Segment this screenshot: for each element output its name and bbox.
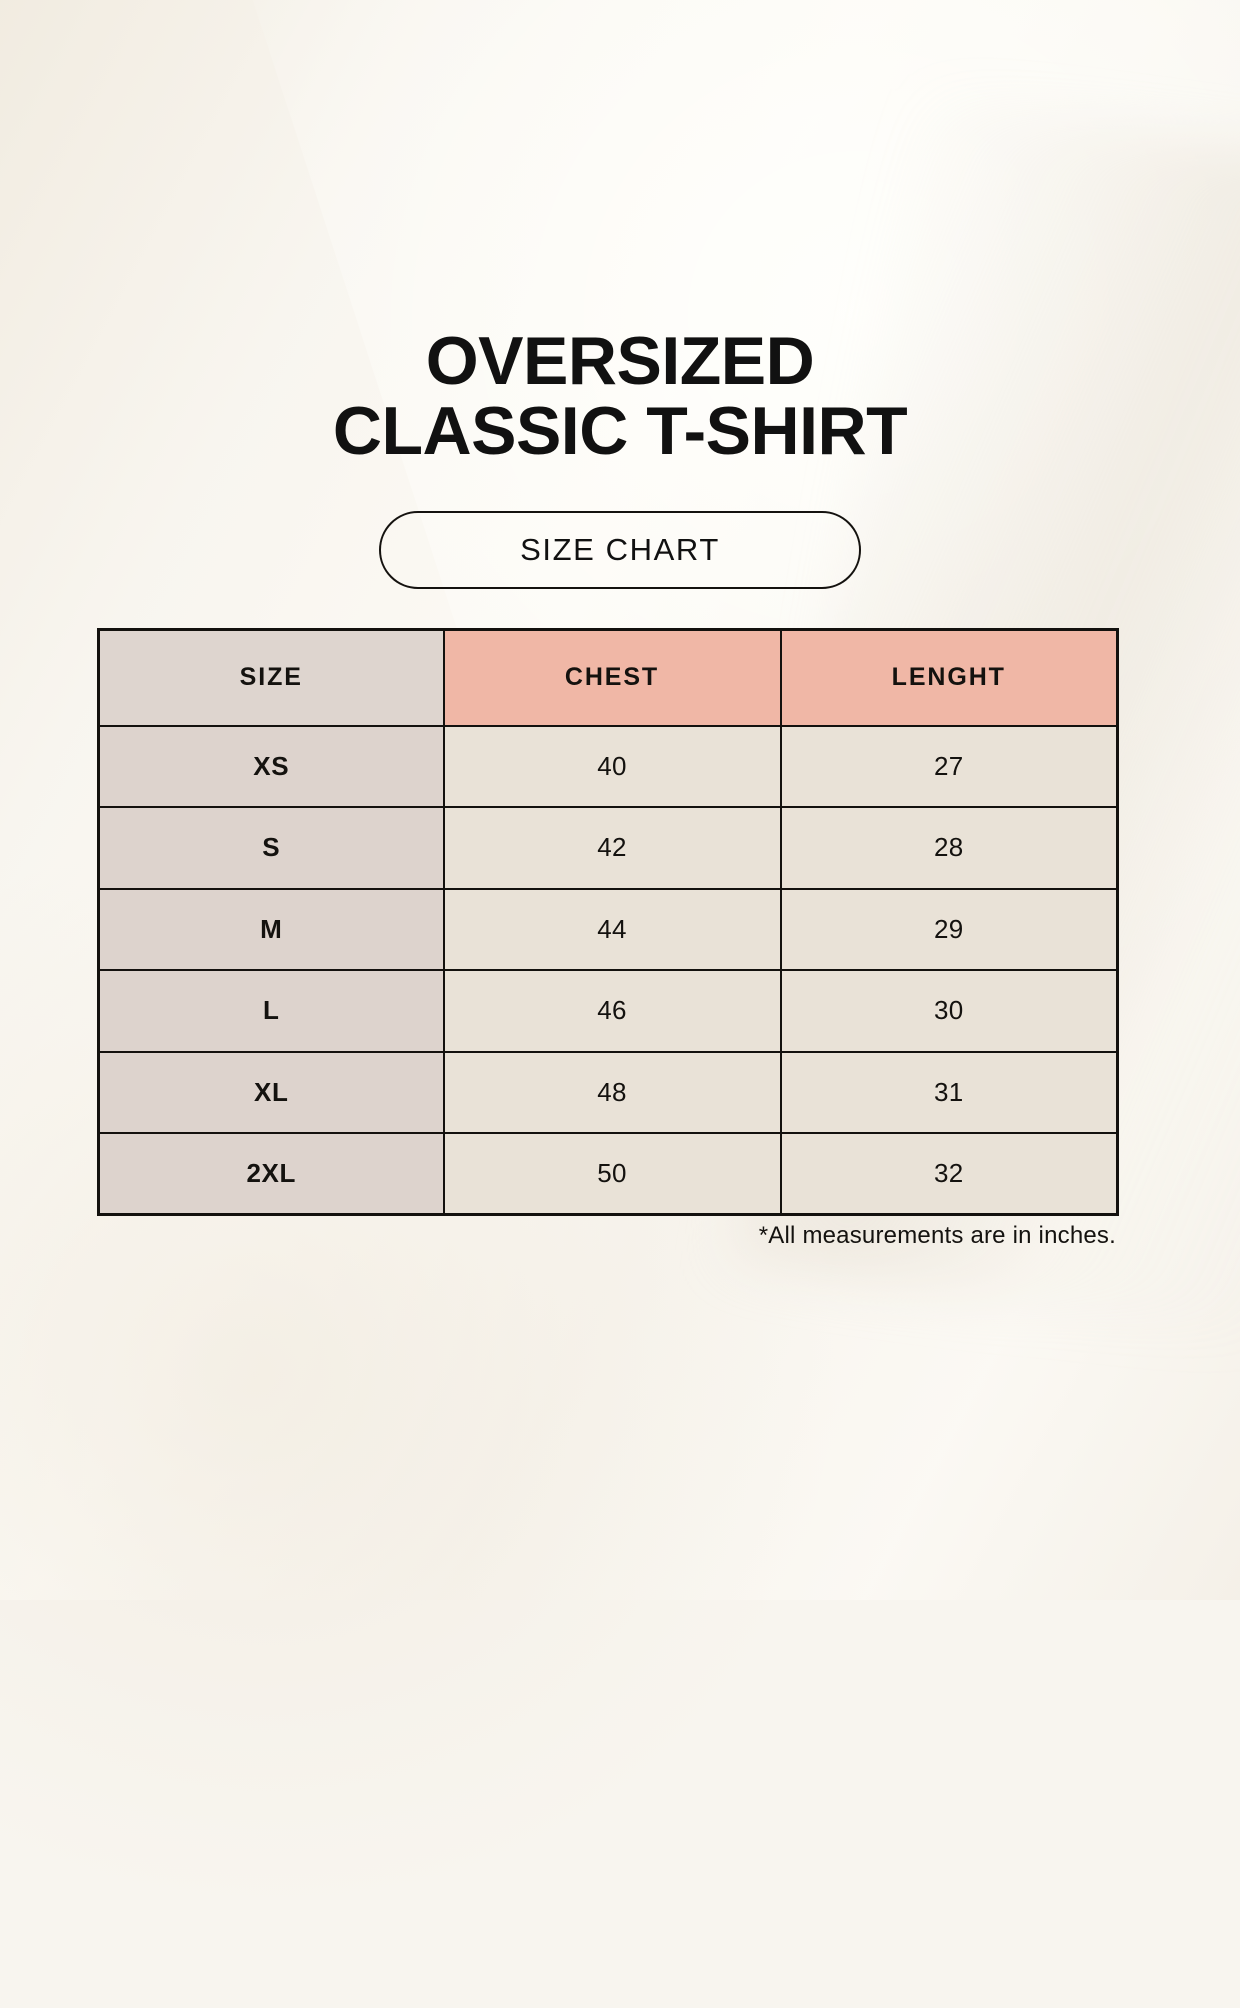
cell-chest: 44	[442, 887, 782, 971]
cell-size: XS	[97, 724, 445, 808]
table-row: 2XL 50 32	[97, 1132, 1119, 1216]
cell-length: 31	[779, 1050, 1119, 1134]
cell-length: 29	[779, 887, 1119, 971]
column-header-length: LENGHT	[779, 628, 1119, 727]
table-header-row: SIZE CHEST LENGHT	[97, 628, 1119, 727]
measurements-footnote: *All measurements are in inches.	[758, 1222, 1116, 1249]
column-header-size: SIZE	[97, 628, 445, 727]
size-chart-badge-wrapper: SIZE CHART	[0, 511, 1240, 589]
size-table-head: SIZE CHEST LENGHT	[97, 628, 1119, 727]
table-row: L 46 30	[97, 969, 1119, 1053]
cell-chest: 42	[442, 806, 782, 890]
table-row: M 44 29	[97, 887, 1119, 971]
cell-chest: 50	[442, 1132, 782, 1216]
cell-size: S	[97, 806, 445, 890]
cell-length: 28	[779, 806, 1119, 890]
title-line-two: CLASSIC T-SHIRT	[332, 393, 908, 469]
cell-chest: 46	[442, 969, 782, 1053]
size-table: SIZE CHEST LENGHT XS 40 27 S 42 28 M	[97, 628, 1119, 1216]
title-line-one: OVERSIZED	[425, 323, 815, 399]
size-table-body: XS 40 27 S 42 28 M 44 29 L 46 30	[97, 724, 1119, 1216]
cell-chest: 40	[442, 724, 782, 808]
cell-size: M	[97, 887, 445, 971]
cell-size: L	[97, 969, 445, 1053]
page-title: OVERSIZED CLASSIC T-SHIRT	[0, 323, 1240, 469]
column-header-chest: CHEST	[442, 628, 782, 727]
cell-length: 27	[779, 724, 1119, 808]
cell-size: 2XL	[97, 1132, 445, 1216]
table-row: XS 40 27	[97, 724, 1119, 808]
size-table-wrapper: SIZE CHEST LENGHT XS 40 27 S 42 28 M	[97, 628, 1119, 1216]
size-chart-badge: SIZE CHART	[379, 511, 861, 589]
size-chart-badge-label: SIZE CHART	[520, 532, 720, 567]
cell-size: XL	[97, 1050, 445, 1134]
cell-length: 32	[779, 1132, 1119, 1216]
table-row: XL 48 31	[97, 1050, 1119, 1134]
table-row: S 42 28	[97, 806, 1119, 890]
cell-length: 30	[779, 969, 1119, 1053]
cell-chest: 48	[442, 1050, 782, 1134]
